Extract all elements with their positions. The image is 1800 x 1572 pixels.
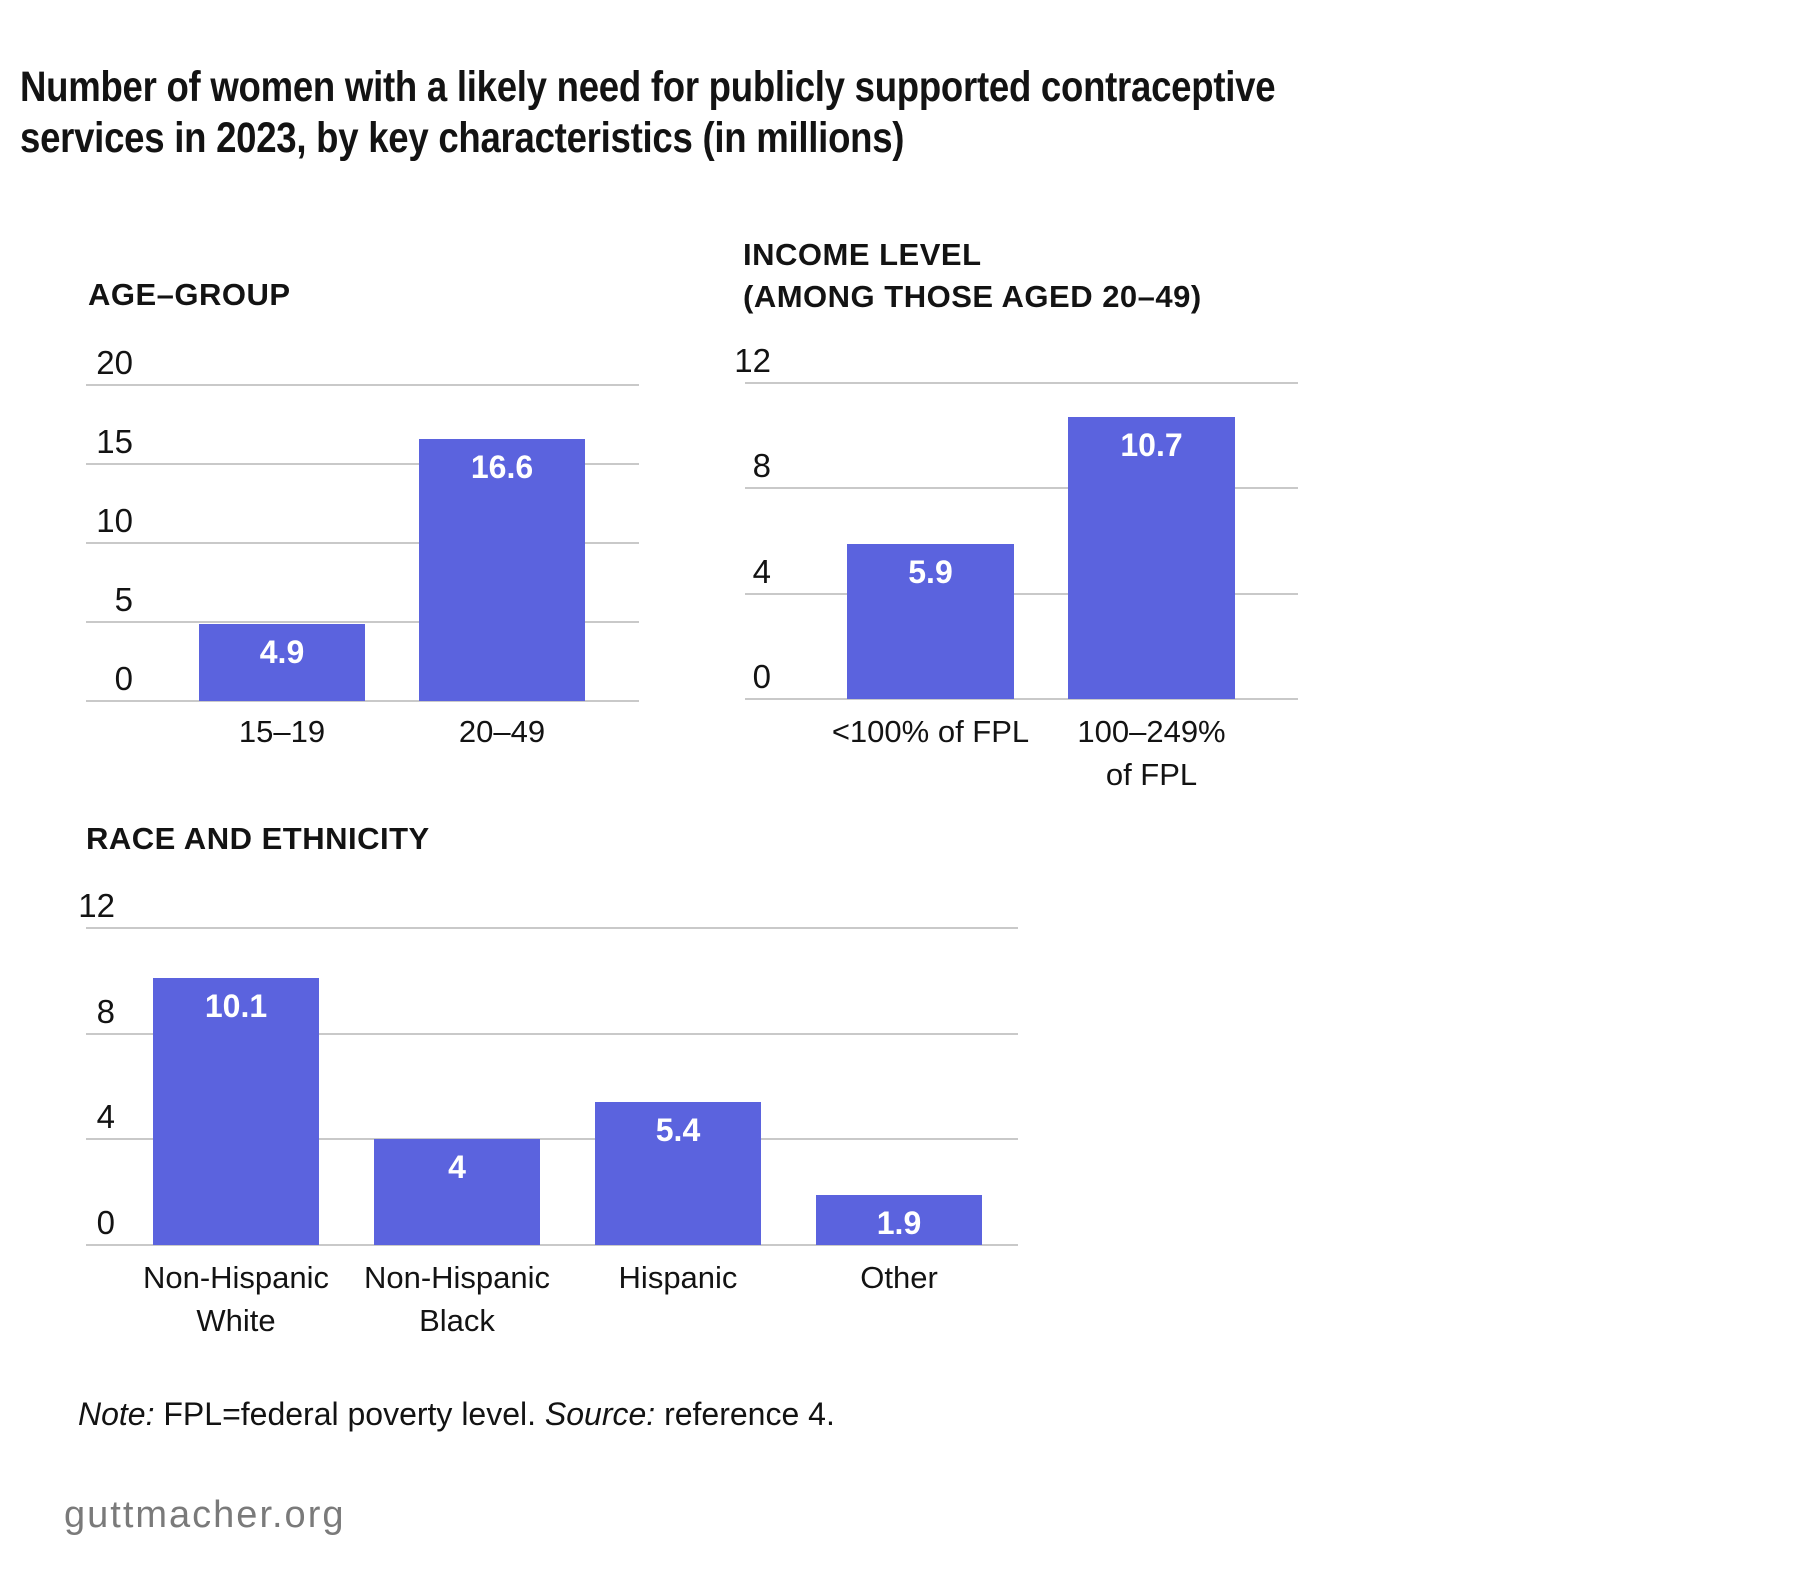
gridline <box>745 592 1298 595</box>
chart-heading: RACE AND ETHNICITY <box>86 818 430 860</box>
x-axis-label: 20–49 <box>342 710 662 753</box>
gridline <box>86 1244 1018 1246</box>
y-tick-label: 0 <box>96 1204 115 1241</box>
y-tick-label: 12 <box>734 342 771 379</box>
y-tick-label: 5 <box>114 581 133 618</box>
y-tick-label: 8 <box>96 992 115 1030</box>
figure-note: Note: FPL=federal poverty level. Source:… <box>78 1396 835 1433</box>
bar-value-label: 1.9 <box>876 1205 922 1241</box>
x-axis-label: Non-Hispanic White <box>76 1256 396 1342</box>
site-footer: guttmacher.org <box>64 1494 346 1536</box>
gridline <box>86 463 639 465</box>
bar <box>816 1195 982 1245</box>
x-axis-label-line: Non-Hispanic <box>142 1260 330 1295</box>
x-axis-label-line: White <box>196 1303 276 1338</box>
y-tick-label: 8 <box>752 447 771 485</box>
bar-value-label: 16.6 <box>470 449 534 485</box>
bar-value-label: 4 <box>448 1149 466 1185</box>
bar-value-label: 10.1 <box>204 988 268 1024</box>
x-axis-label-line: 20–49 <box>458 714 546 749</box>
source-label: Source: <box>544 1396 656 1432</box>
x-axis-label-line: Non-Hispanic <box>363 1260 551 1295</box>
chart-heading-line: INCOME LEVEL <box>743 237 982 272</box>
note-body: FPL=federal poverty level. <box>154 1396 545 1432</box>
bar-value-label: 5.9 <box>908 554 953 590</box>
x-axis-label: Hispanic <box>518 1256 838 1299</box>
x-axis-label: <100% of FPL <box>771 710 1091 753</box>
y-tick-label: 4 <box>96 1098 115 1136</box>
y-tick-label: 10 <box>96 502 133 539</box>
gridline <box>86 1032 1018 1035</box>
gridline <box>86 700 639 702</box>
x-axis-label-line: Other <box>860 1260 938 1295</box>
bar <box>847 544 1014 699</box>
x-axis-label-line: Black <box>419 1303 495 1338</box>
x-axis-label-line: of FPL <box>1105 757 1198 792</box>
y-tick-label: 4 <box>752 552 771 590</box>
chart-heading: AGE–GROUP <box>88 274 291 316</box>
bar-value-label: 4.9 <box>259 634 305 670</box>
y-tick-label: 15 <box>96 423 133 460</box>
bar <box>199 624 365 701</box>
gridline <box>745 698 1298 700</box>
y-tick-label: 0 <box>752 658 771 695</box>
bar <box>595 1102 761 1245</box>
x-axis-label-line: Hispanic <box>618 1260 738 1295</box>
bar-value-label: 5.4 <box>655 1112 701 1148</box>
chart-heading: INCOME LEVEL (AMONG THOSE AGED 20–49) <box>743 234 1202 318</box>
figure-title-line-1: Number of women with a likely need for p… <box>20 63 1276 111</box>
y-tick-label: 0 <box>114 660 133 697</box>
x-axis-label-line: 100–249% <box>1077 714 1226 749</box>
gridline <box>86 927 1018 929</box>
note-label: Note: <box>78 1396 155 1432</box>
chart-heading-line: RACE AND ETHNICITY <box>86 821 430 856</box>
x-axis-label: 15–19 <box>122 710 442 753</box>
gridline <box>745 382 1298 384</box>
bar <box>1068 417 1235 699</box>
gridline <box>86 542 639 544</box>
y-tick-label: 12 <box>78 887 115 924</box>
x-axis-label: 100–249% of FPL <box>992 710 1312 796</box>
gridline <box>86 1138 1018 1141</box>
x-axis-label-line: 15–19 <box>238 714 326 749</box>
figure-title: Number of women with a likely need for p… <box>20 62 1276 164</box>
gridline <box>745 487 1298 490</box>
bar <box>374 1139 540 1245</box>
bar-value-label: 10.7 <box>1120 427 1183 463</box>
gridline <box>86 621 639 623</box>
x-axis-label: Non-Hispanic Black <box>297 1256 617 1342</box>
chart-heading-line: AGE–GROUP <box>88 277 291 312</box>
x-axis-label: Other <box>739 1256 1059 1299</box>
chart-heading-line: (AMONG THOSE AGED 20–49) <box>743 279 1202 314</box>
x-axis-label-line: <100% of FPL <box>831 714 1030 749</box>
source-body: reference 4. <box>655 1396 835 1432</box>
figure-title-line-2: services in 2023, by key characteristics… <box>20 114 905 162</box>
gridline <box>86 384 639 386</box>
y-tick-label: 20 <box>96 344 133 381</box>
bar <box>419 439 585 701</box>
bar <box>153 978 319 1245</box>
